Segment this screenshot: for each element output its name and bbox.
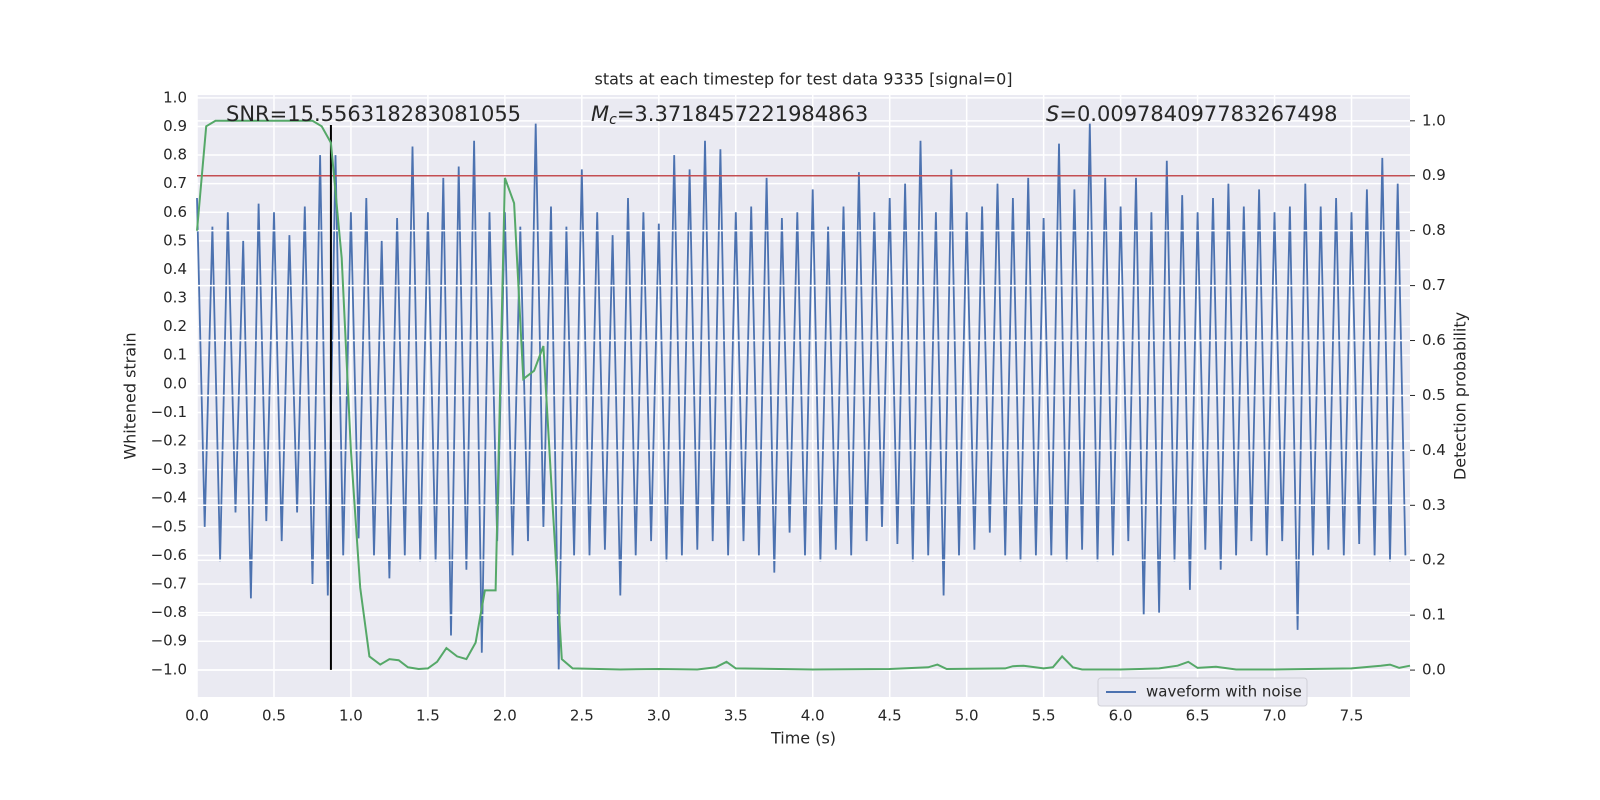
chart-title: stats at each timestep for test data 933… <box>594 70 1012 89</box>
y-tick-label: −0.2 <box>151 432 187 450</box>
y-tick-label: −1.0 <box>151 660 187 678</box>
annotation: Mc=3.3718457221984863 <box>591 102 868 128</box>
y-tick-label: 0.5 <box>163 231 187 249</box>
series-line <box>196 123 1407 670</box>
y2-tick-label: 0.5 <box>1422 386 1446 404</box>
y-tick-label: 0.0 <box>163 374 187 392</box>
y2-tick-label: 0.4 <box>1422 441 1446 459</box>
y-tick-label: −0.7 <box>151 575 187 593</box>
x-tick-label: 3.5 <box>724 707 748 725</box>
y-axis-label: Whitened strain <box>121 332 140 459</box>
y2-tick-label: 0.6 <box>1422 331 1446 349</box>
y-tick-label: −0.8 <box>151 603 187 621</box>
x-axis-label: Time (s) <box>770 729 836 748</box>
annotation-subscript: c <box>609 112 617 128</box>
y2-tick-label: 0.7 <box>1422 276 1446 294</box>
x-tick-label: 0.5 <box>262 707 286 725</box>
x-tick-label: 2.5 <box>570 707 594 725</box>
x-tick-label: 1.0 <box>339 707 363 725</box>
annotation: S=0.009784097783267498 <box>1046 102 1337 126</box>
y-tick-label: −0.4 <box>151 489 187 507</box>
x-tick-label: 0.0 <box>185 707 209 725</box>
x-tick-label: 2.0 <box>493 707 517 725</box>
y2-tick-label: 0.1 <box>1422 606 1446 624</box>
y-tick-label: 0.3 <box>163 289 187 307</box>
x-tick-label: 7.5 <box>1340 707 1364 725</box>
annotation-symbol: M <box>591 102 609 126</box>
y2-tick-label: 1.0 <box>1422 111 1446 129</box>
annotation-symbol: S <box>1046 102 1059 126</box>
x-tick-label: 5.5 <box>1032 707 1056 725</box>
y-tick-label: 0.7 <box>163 174 187 192</box>
y2-tick-label: 0.9 <box>1422 166 1446 184</box>
annotation-value: =0.009784097783267498 <box>1059 102 1337 126</box>
y-tick-label: −0.6 <box>151 546 187 564</box>
x-tick-label: 1.5 <box>416 707 440 725</box>
annotation: SNR=15.556318283081055 <box>226 102 521 126</box>
y-tick-label: 0.4 <box>163 260 187 278</box>
y2-tick-label: 0.2 <box>1422 551 1446 569</box>
y-tick-label: −0.5 <box>151 517 187 535</box>
x-tick-label: 7.0 <box>1263 707 1287 725</box>
y-tick-label: 1.0 <box>163 88 187 106</box>
y-tick-label: 0.1 <box>163 346 187 364</box>
x-tick-label: 6.5 <box>1186 707 1210 725</box>
x-tick-label: 4.0 <box>801 707 825 725</box>
y-tick-label: 0.9 <box>163 117 187 135</box>
x-tick-label: 3.0 <box>647 707 671 725</box>
y2-tick-label: 0.8 <box>1422 221 1446 239</box>
y-tick-label: −0.3 <box>151 460 187 478</box>
y-tick-label: 0.8 <box>163 146 187 164</box>
y-tick-label: 0.6 <box>163 203 187 221</box>
x-tick-label: 6.0 <box>1109 707 1133 725</box>
x-tick-label: 4.5 <box>878 707 902 725</box>
y-tick-label: 0.2 <box>163 317 187 335</box>
annotation-value: =3.3718457221984863 <box>617 102 868 126</box>
legend-label: waveform with noise <box>1146 683 1302 701</box>
y2-axis-label: Detection probability <box>1451 312 1470 480</box>
y2-tick-label: 0.0 <box>1422 661 1446 679</box>
x-tick-label: 5.0 <box>955 707 979 725</box>
y2-tick-label: 0.3 <box>1422 496 1446 514</box>
y-tick-label: −0.9 <box>151 632 187 650</box>
y-tick-label: −0.1 <box>151 403 187 421</box>
series-line <box>196 119 1411 671</box>
legend-box <box>1097 677 1308 707</box>
